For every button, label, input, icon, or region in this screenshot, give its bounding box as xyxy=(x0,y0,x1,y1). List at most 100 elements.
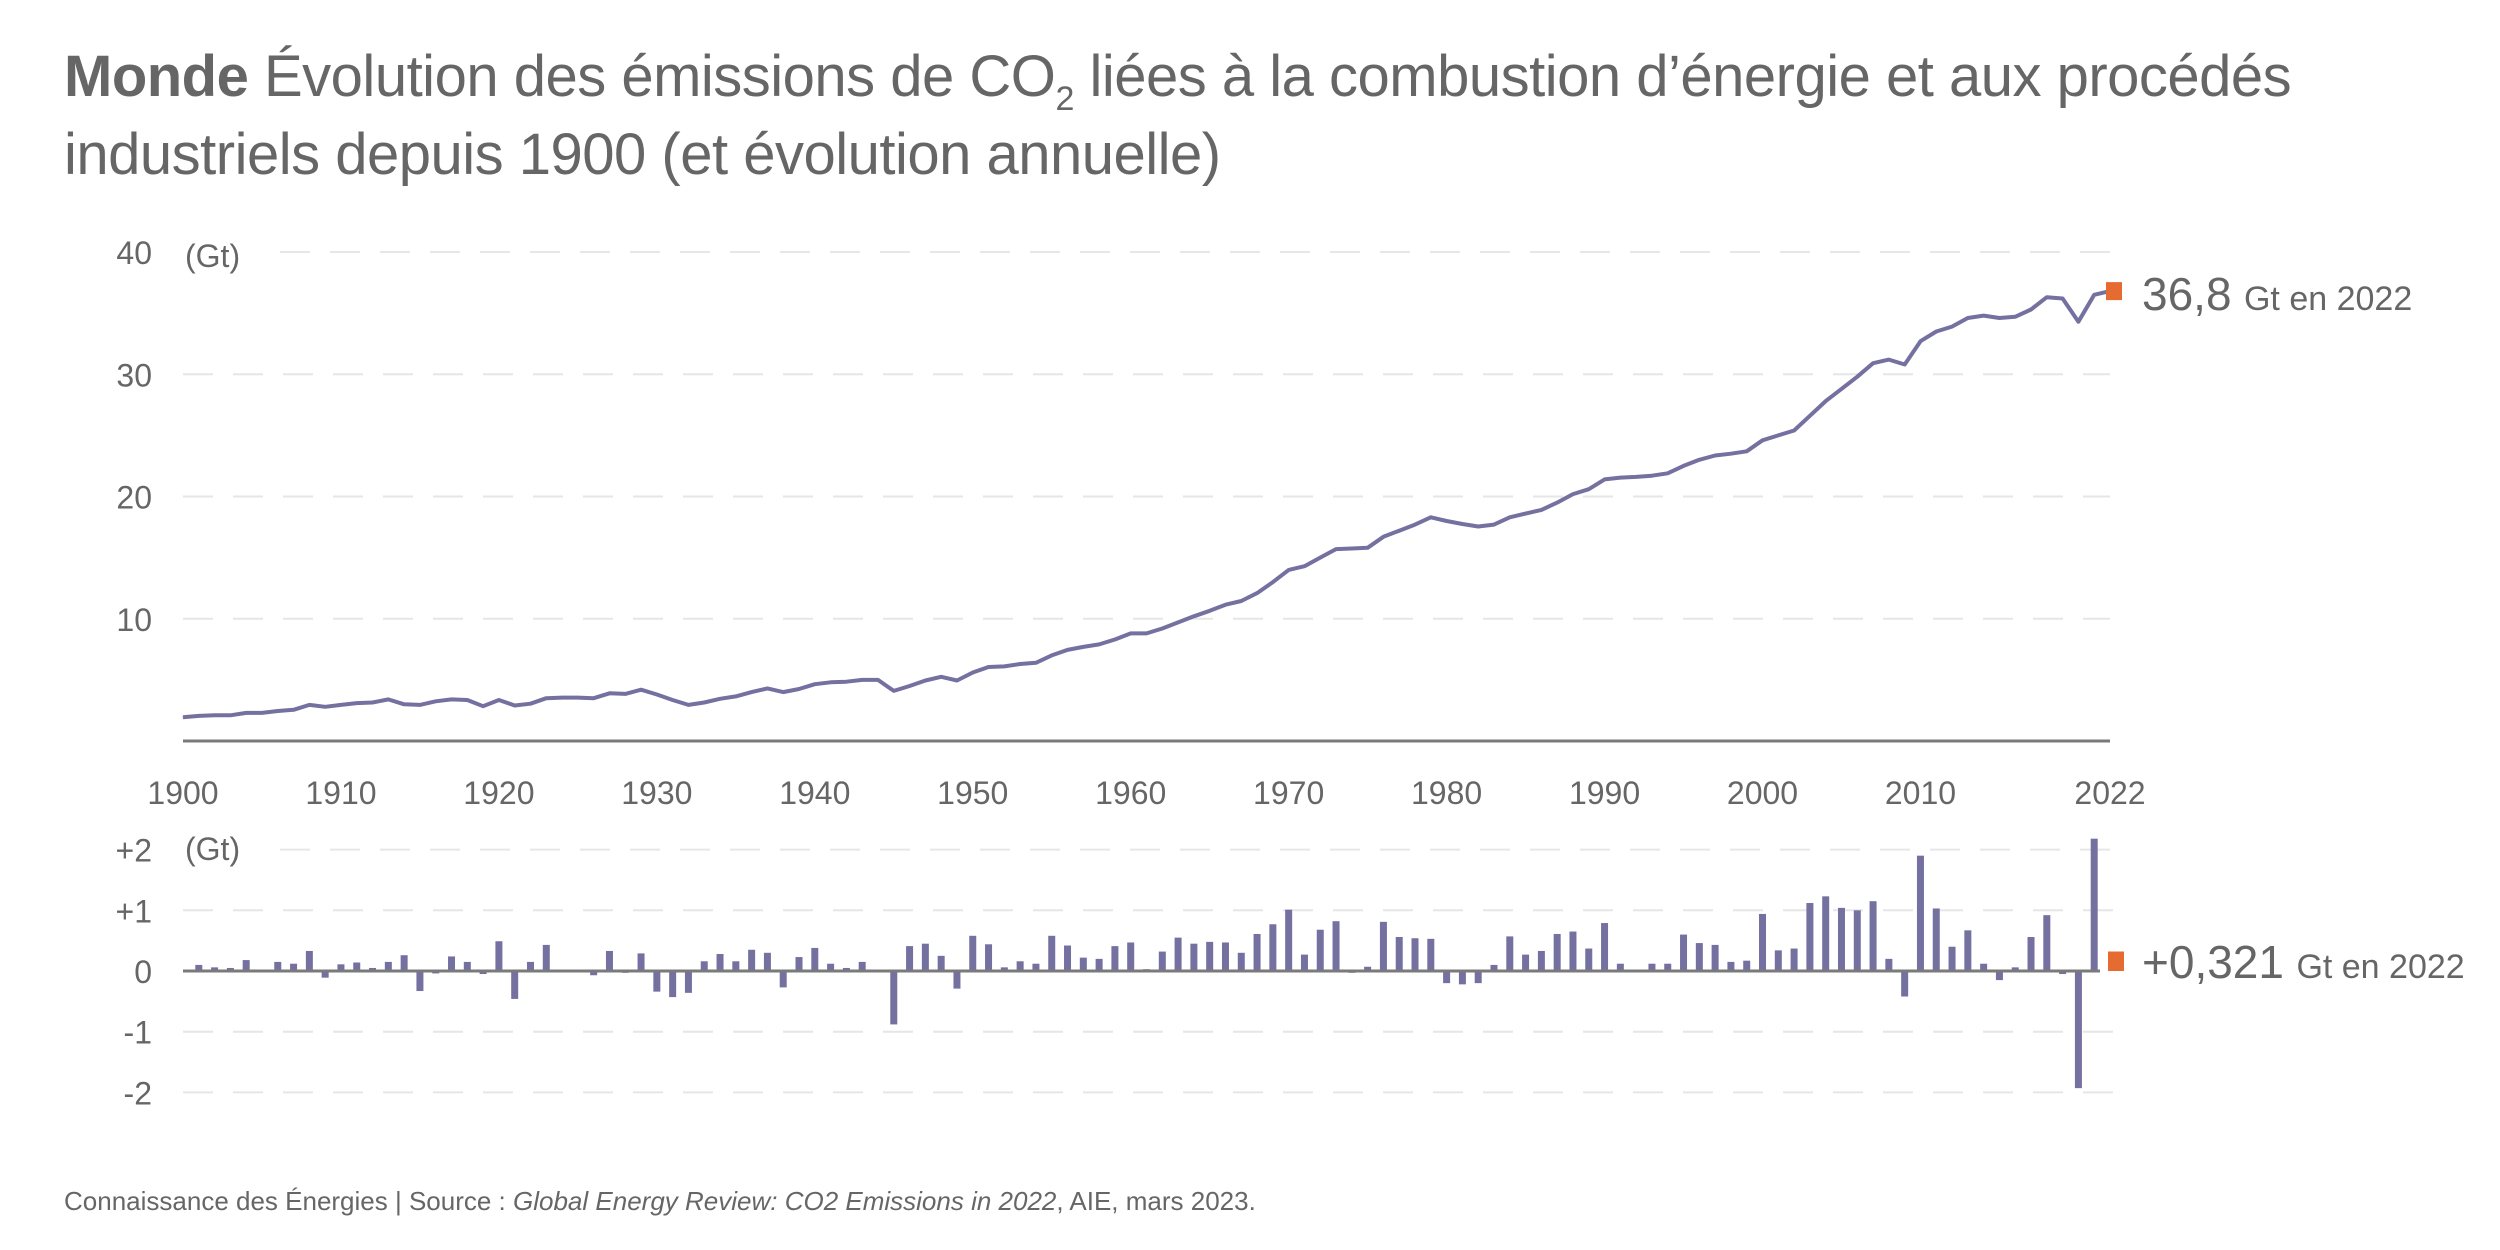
footer-credit: Connaissance des Énergies | Source : xyxy=(64,1186,514,1216)
bottom-chart-gridlines xyxy=(183,848,2115,1094)
emissions-point xyxy=(924,679,926,681)
top-x-tick-label: 2022 xyxy=(2074,775,2145,811)
emissions-point xyxy=(1951,326,1953,328)
annual-change-bar xyxy=(242,960,250,971)
annual-change-bar xyxy=(2090,838,2098,971)
title-text-part2: liées à la combustion d’énergie et aux p… xyxy=(1073,44,2292,109)
emissions-point xyxy=(1856,376,1858,378)
annual-change-bar xyxy=(1790,948,1798,971)
annual-change-bar xyxy=(985,944,993,971)
annual-change-bar xyxy=(748,949,756,971)
emissions-point xyxy=(672,699,674,701)
annual-change-bar xyxy=(1822,896,1830,971)
emissions-point xyxy=(735,695,737,697)
annual-change-bar xyxy=(1743,960,1751,971)
emissions-point xyxy=(798,688,800,690)
annual-change-bar xyxy=(1206,941,1214,971)
emissions-point xyxy=(1683,465,1685,467)
emissions-point xyxy=(1714,455,1716,457)
annual-change-bar xyxy=(890,971,898,1025)
emissions-point xyxy=(1130,632,1132,634)
emissions-point xyxy=(293,709,295,711)
top-x-tick-label: 1980 xyxy=(1411,775,1482,811)
annual-change-bar xyxy=(1695,943,1703,971)
emissions-point xyxy=(1414,524,1416,526)
annual-change-bar xyxy=(653,971,661,992)
emissions-point xyxy=(1967,317,1969,319)
annual-change-bar xyxy=(353,962,361,971)
annual-change-bar xyxy=(1458,971,1466,985)
emissions-point xyxy=(719,698,721,700)
annual-change-bar xyxy=(937,955,945,971)
emissions-point xyxy=(1935,330,1937,332)
emissions-point xyxy=(1667,472,1669,474)
annual-change-bar xyxy=(906,946,914,971)
annual-change-bar xyxy=(1680,934,1688,971)
annual-change-bar xyxy=(463,961,471,971)
annual-change-bar xyxy=(1443,971,1451,984)
emissions-point xyxy=(751,691,753,693)
bottom-chart-unit-label: (Gt) xyxy=(185,831,240,867)
annual-change-bar xyxy=(1932,908,1940,971)
annual-change-bar xyxy=(2027,937,2035,971)
emissions-point xyxy=(324,706,326,708)
emissions-point xyxy=(1398,530,1400,532)
emissions-point xyxy=(624,693,626,695)
emissions-point xyxy=(182,716,184,718)
emissions-point xyxy=(766,687,768,689)
bottom-y-tick-label: -2 xyxy=(124,1075,152,1111)
emissions-point xyxy=(1572,493,1574,495)
emissions-point xyxy=(2030,308,2032,310)
annual-change-bar xyxy=(1427,938,1435,971)
emissions-point xyxy=(861,679,863,681)
emissions-point xyxy=(419,704,421,706)
emissions-point xyxy=(1872,362,1874,364)
annual-change-bar xyxy=(953,971,961,989)
top-y-tick-label: 20 xyxy=(116,480,152,516)
annual-change-bar xyxy=(195,964,203,971)
annual-change-bar xyxy=(811,947,819,971)
emissions-point xyxy=(1114,639,1116,641)
emissions-point xyxy=(561,697,563,699)
emissions-point xyxy=(703,701,705,703)
emissions-point xyxy=(498,699,500,701)
annual-change-bar xyxy=(1569,931,1577,971)
emissions-point xyxy=(2077,321,2079,323)
annual-change-bar xyxy=(511,971,519,999)
top-chart-unit-label: (Gt) xyxy=(185,238,240,274)
emissions-point xyxy=(1556,502,1558,504)
annual-change-bar xyxy=(1964,930,1972,971)
annual-change-bar xyxy=(2011,967,2019,971)
annual-change-bar xyxy=(1395,937,1403,971)
emissions-point xyxy=(1351,547,1353,549)
emissions-point xyxy=(482,705,484,707)
annual-change-bar xyxy=(1948,946,1956,971)
emissions-point xyxy=(1840,388,1842,390)
emissions-point xyxy=(356,702,358,704)
emissions-point xyxy=(229,714,231,716)
emissions-point xyxy=(909,685,911,687)
emissions-point xyxy=(1998,317,2000,319)
annual-change-bar xyxy=(1411,938,1419,971)
annual-change-bar xyxy=(1079,957,1087,971)
annual-change-bar xyxy=(2074,971,2082,1089)
emissions-point xyxy=(1525,513,1527,515)
emissions-point xyxy=(245,712,247,714)
emissions-point xyxy=(608,692,610,694)
annual-change-bar xyxy=(1221,942,1229,971)
emissions-point xyxy=(1335,548,1337,550)
annual-change-bar xyxy=(1490,964,1498,971)
annual-change-bar xyxy=(1869,901,1877,971)
annual-change-bar xyxy=(1916,855,1924,971)
annual-change-bar-latest xyxy=(2108,951,2124,971)
top-x-tick-label: 2000 xyxy=(1727,775,1798,811)
emissions-point xyxy=(529,703,531,705)
bottom-y-tick-label: +2 xyxy=(116,833,152,869)
emissions-point xyxy=(1904,363,1906,365)
emissions-point xyxy=(893,690,895,692)
change-annotation: +0,321 Gt en 2022 xyxy=(2142,936,2465,988)
emissions-point xyxy=(1446,520,1448,522)
annual-change-bar xyxy=(2043,915,2051,971)
annual-change-bar xyxy=(716,954,724,971)
